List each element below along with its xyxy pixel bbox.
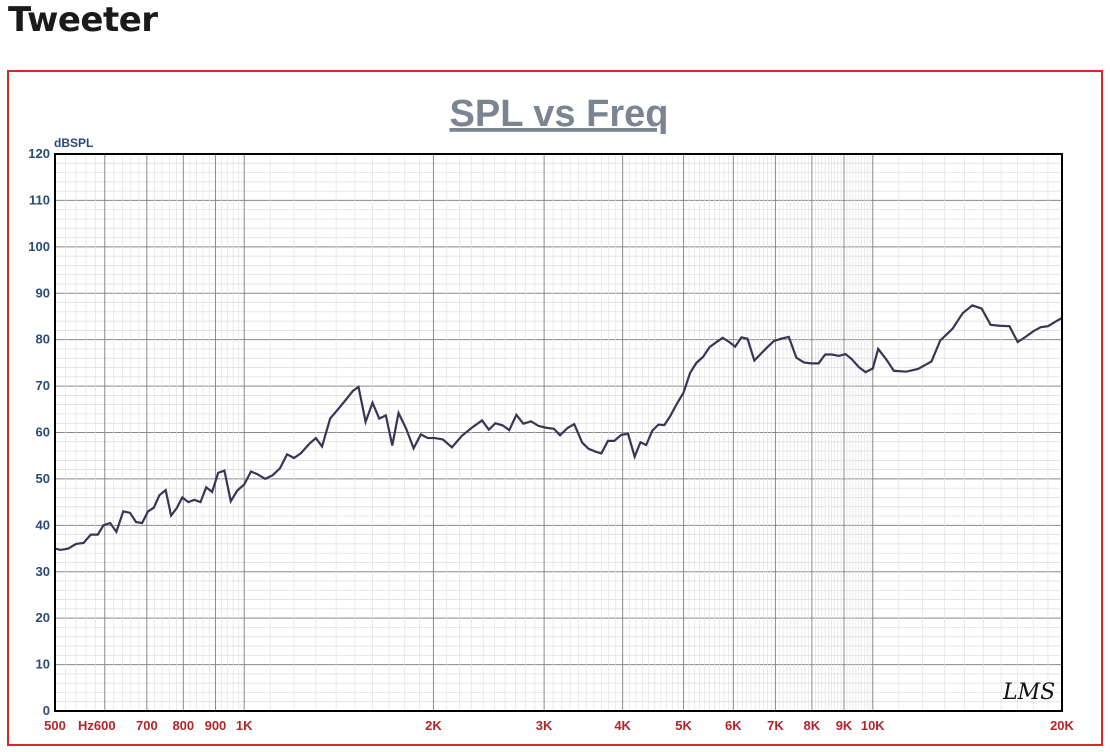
y-ticks: 0 10 20 30 40 50 60 70 80 90 100 110 120 xyxy=(28,146,50,718)
x-tick-label: 700 xyxy=(136,718,158,733)
x-tick-label: 20K xyxy=(1050,718,1074,733)
x-tick-label: 5K xyxy=(675,718,692,733)
plot-border xyxy=(54,153,1063,712)
y-tick-label: 70 xyxy=(36,378,50,393)
y-tick-label: 20 xyxy=(36,610,50,625)
y-tick-label: 30 xyxy=(36,564,50,579)
x-tick-label: 7K xyxy=(767,718,784,733)
chart-title: SPL vs Freq xyxy=(450,93,669,135)
x-ticks: 500 Hz600 700 800 900 1K 2K 3K 4K 5K 6K 7K 8K 9K 10K 20… xyxy=(44,718,1074,733)
spl-curve xyxy=(55,304,1062,552)
y-tick-label: 40 xyxy=(36,517,50,532)
spl-chart: SPL vs Freq dBSPL 0 10 20 30 40 50 60 70 80 90 100… xyxy=(28,93,1074,733)
y-tick-label: 110 xyxy=(29,192,50,207)
y-tick-label: 50 xyxy=(36,471,50,486)
x-tick-label: 8K xyxy=(804,718,821,733)
x-tick-label: 1K xyxy=(236,718,253,733)
y-tick-label: 80 xyxy=(36,332,50,347)
x-tick-label: 9K xyxy=(836,718,853,733)
x-tick-label: 900 xyxy=(205,718,227,733)
y-tick-label: 60 xyxy=(36,425,50,440)
y-axis-label: dBSPL xyxy=(54,136,93,150)
lms-logo: LMS xyxy=(1002,680,1055,705)
chart-frame: SPL vs Freq dBSPL 0 10 20 30 40 50 60 70 80 90 100… xyxy=(7,70,1103,746)
x-tick-label: 4K xyxy=(614,718,631,733)
x-tick-label: 3K xyxy=(536,718,553,733)
y-tick-label: 90 xyxy=(36,285,50,300)
page-title: Tweeter xyxy=(8,0,158,40)
x-tick-label: 6K xyxy=(725,718,742,733)
x-tick-label: 500 xyxy=(44,718,66,733)
x-tick-label: Hz600 xyxy=(78,718,116,733)
x-tick-label: 2K xyxy=(425,718,442,733)
y-tick-label: 120 xyxy=(28,146,50,161)
x-tick-label: 800 xyxy=(172,718,194,733)
y-tick-label: 100 xyxy=(28,239,50,254)
x-tick-label: 10K xyxy=(861,718,885,733)
y-tick-label: 0 xyxy=(43,703,50,718)
y-tick-label: 10 xyxy=(36,657,50,672)
